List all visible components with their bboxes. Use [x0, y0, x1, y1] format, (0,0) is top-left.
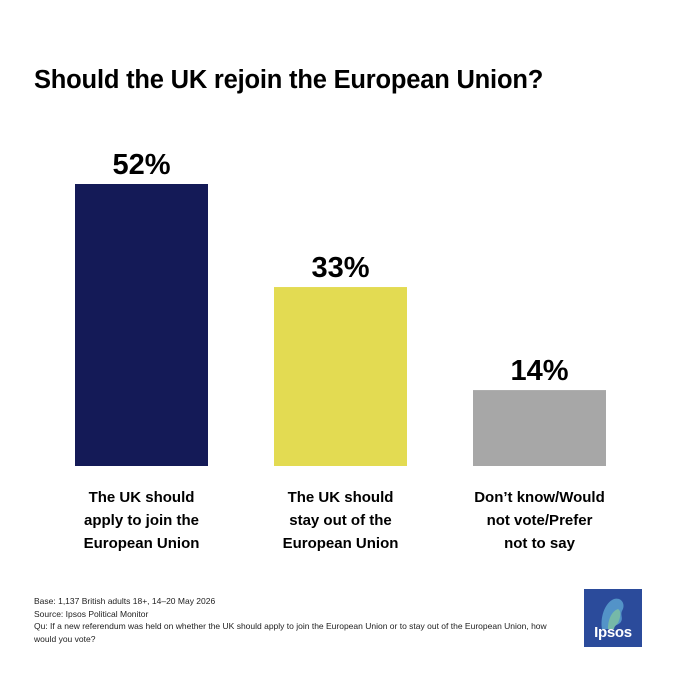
- footnote-question: Qu: If a new referendum was held on whet…: [34, 621, 547, 644]
- category-label-line: The UK should: [287, 489, 394, 506]
- category-label-line: stay out of the: [289, 512, 392, 529]
- footnote-source: Source: Ipsos Political Monitor: [34, 608, 149, 619]
- bar-1: [75, 184, 208, 466]
- category-label-line: not vote/Prefer: [486, 512, 593, 529]
- category-label-line: European Union: [83, 535, 200, 552]
- category-label-2: The UK should stay out of the European Uni…: [251, 486, 431, 555]
- value-label-1: 52%: [112, 149, 170, 181]
- bar-2: [274, 287, 407, 466]
- logo-figure-icon: [601, 598, 624, 629]
- value-label-3: 14%: [510, 355, 568, 387]
- bar-3: [473, 390, 606, 466]
- footnote: Base: 1,137 British adults 18+, 14–20 Ma…: [34, 595, 564, 645]
- category-label-line: European Union: [282, 535, 399, 552]
- category-label-line: Don’t know/Would: [474, 489, 605, 506]
- value-label-2: 33%: [311, 252, 369, 284]
- chart-title: Should the UK rejoin the European Union?: [34, 66, 544, 94]
- category-label-line: The UK should: [88, 489, 195, 506]
- category-label-line: not to say: [504, 535, 575, 552]
- category-label-3: Don’t know/Would not vote/Prefer not to sa…: [450, 486, 630, 555]
- logo-text: Ipsos: [594, 624, 632, 641]
- bar-chart: 52% 33% 14%: [75, 149, 606, 466]
- category-label-1: The UK should apply to join the European U…: [52, 486, 232, 555]
- footnote-base: Base: 1,137 British adults 18+, 14–20 Ma…: [34, 596, 216, 606]
- category-label-line: apply to join the: [84, 512, 199, 529]
- ipsos-logo: Ipsos: [584, 589, 642, 647]
